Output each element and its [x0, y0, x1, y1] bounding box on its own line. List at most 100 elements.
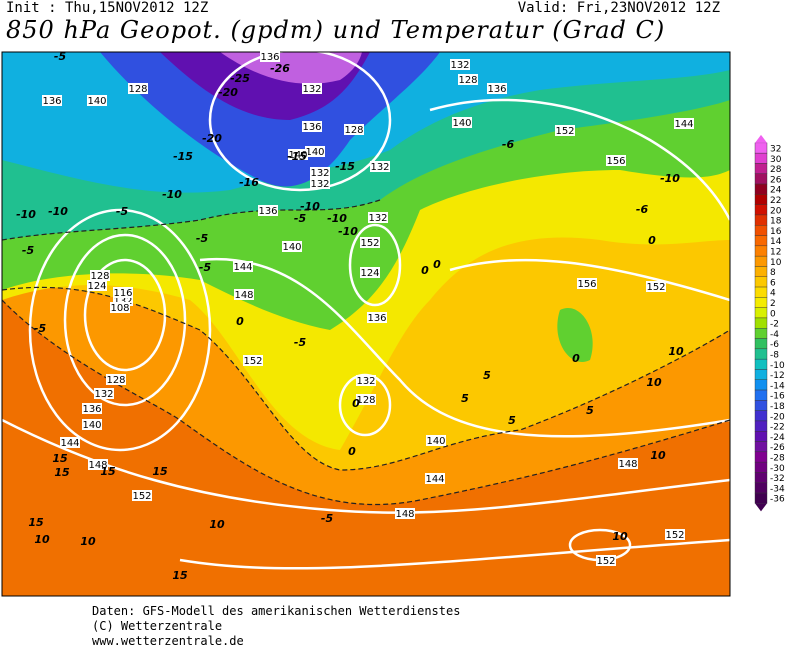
label-box	[42, 95, 62, 106]
colorbar-swatch	[754, 348, 768, 360]
label-box	[360, 267, 380, 278]
colorbar-label: 0	[770, 309, 776, 319]
geopotential-label: 152	[665, 530, 684, 541]
temperature-label: -6	[502, 138, 515, 151]
colorbar-swatch	[754, 286, 768, 298]
temperature-label: -15	[287, 150, 307, 163]
map-frame	[1, 51, 731, 597]
label-box	[618, 458, 638, 469]
temperature-label: -10	[300, 200, 320, 213]
temperature-label: 10	[650, 449, 666, 462]
colorbar-label: -14	[770, 381, 785, 391]
temperature-label: -10	[338, 225, 358, 238]
colorbar: 32302826242220181614121086420-2-4-6-8-10…	[754, 134, 785, 512]
colorbar-swatch	[754, 451, 768, 463]
label-box	[555, 125, 575, 136]
colorbar-swatch	[754, 183, 768, 195]
colorbar-swatch	[754, 255, 768, 267]
geopotential-label: 144	[233, 262, 252, 273]
label-box	[302, 121, 322, 132]
temperature-label: 5	[586, 404, 594, 417]
colorbar-swatch	[754, 379, 768, 391]
label-box	[344, 124, 364, 135]
geopotential-label: 152	[243, 356, 262, 367]
temperature-label: -25	[230, 72, 250, 85]
temperature-label: -5	[321, 512, 334, 525]
label-box	[356, 394, 376, 405]
colorbar-label: 28	[770, 165, 782, 175]
colorbar-swatch	[754, 441, 768, 453]
geopotential-label: 132	[310, 168, 329, 179]
temperature-label: -10	[660, 172, 680, 185]
colorbar-label: -34	[770, 484, 785, 494]
geopotential-label: 132	[94, 389, 113, 400]
label-box	[88, 459, 108, 470]
temperature-label: 0	[352, 397, 360, 410]
colorbar-label: -4	[770, 330, 779, 340]
geopotential-label: 156	[577, 279, 596, 290]
colorbar-label: -26	[770, 443, 785, 453]
geopotential-label: 124	[360, 268, 379, 279]
label-box	[82, 403, 102, 414]
colorbar-label: -36	[770, 495, 785, 505]
colorbar-swatch	[754, 204, 768, 216]
label-box	[90, 270, 110, 281]
label-box	[302, 83, 322, 94]
label-box	[596, 555, 616, 566]
label-box	[260, 51, 280, 62]
temperature-label: -5	[294, 212, 307, 225]
label-box	[577, 278, 597, 289]
label-box	[367, 312, 387, 323]
geopotential-label: 136	[82, 404, 101, 415]
geopotential-label: 136	[487, 84, 506, 95]
label-box	[282, 241, 302, 252]
colorbar-swatch	[754, 245, 768, 257]
colorbar-label: 26	[770, 175, 782, 185]
colorbar-swatch	[754, 297, 768, 308]
init-time: Init : Thu,15NOV2012 12Z	[6, 0, 209, 16]
colorbar-swatch	[754, 431, 768, 442]
colorbar-swatch	[754, 317, 768, 329]
temperature-label: -5	[294, 336, 307, 349]
temperature-label: -5	[116, 205, 129, 218]
colorbar-swatch	[754, 152, 768, 164]
colorbar-label: 18	[770, 217, 782, 227]
geopotential-label: 152	[646, 282, 665, 293]
colorbar-label: 32	[770, 145, 781, 155]
colorbar-label: 10	[770, 258, 782, 268]
label-box	[305, 146, 325, 157]
colorbar-swatch	[754, 266, 768, 277]
label-box	[288, 149, 308, 160]
label-box	[646, 281, 666, 292]
temperature-label: 0	[421, 264, 429, 277]
geopotential-label: 128	[128, 84, 147, 95]
temperature-label: 15	[100, 465, 116, 478]
label-box	[82, 419, 102, 430]
temperature-label: 10	[209, 518, 225, 531]
geopotential-label: 136	[302, 122, 321, 133]
temperature-label: -5	[22, 244, 35, 257]
geopotential-label: 128	[356, 395, 375, 406]
temperature-label: -10	[48, 205, 68, 218]
colorbar-label: -22	[770, 423, 785, 433]
geopotential-label: 132	[368, 213, 387, 224]
geopotential-label: 136	[260, 52, 279, 63]
temperature-label: 5	[508, 414, 516, 427]
label-box	[110, 302, 130, 313]
label-box	[60, 437, 80, 448]
temperature-label: 0	[433, 258, 441, 271]
geopotential-label: 140	[426, 436, 445, 447]
colorbar-swatch	[754, 389, 768, 401]
colorbar-label: -20	[770, 412, 785, 422]
geopotential-label: 148	[395, 509, 414, 520]
colorbar-label: 2	[770, 299, 776, 309]
colorbar-swatch	[754, 173, 768, 185]
colorbar-label: 30	[770, 155, 782, 165]
temperature-label: 15	[52, 452, 68, 465]
temperature-field	[2, 52, 730, 596]
temperature-label: -10	[327, 212, 347, 225]
temperature-label: 15	[152, 465, 168, 478]
temperature-label: 10	[646, 376, 662, 389]
geopotential-label: 152	[360, 238, 379, 249]
